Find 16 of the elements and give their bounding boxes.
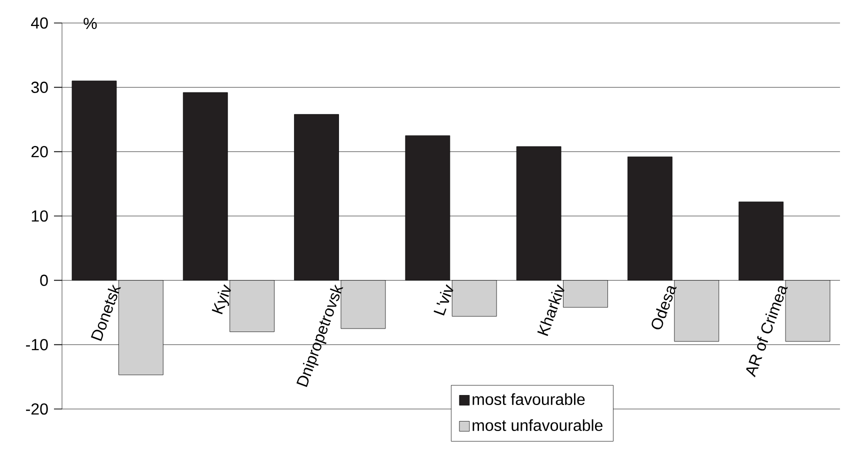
y-axis-title: % bbox=[84, 18, 97, 30]
x-tick-label: Kyiv bbox=[212, 284, 231, 314]
y-tick-label: 10 bbox=[32, 210, 48, 222]
y-tick-label: 20 bbox=[31, 146, 48, 158]
y-tick-label: 0 bbox=[40, 274, 48, 286]
bar bbox=[452, 280, 497, 317]
x-tick-label: Odesa bbox=[652, 286, 677, 330]
y-tick-label: -10 bbox=[26, 339, 48, 350]
y-tick-label: 30 bbox=[31, 82, 48, 93]
bar bbox=[405, 135, 450, 281]
y-tick-label: -20 bbox=[26, 403, 48, 415]
legend-label: most unfavourable bbox=[472, 419, 602, 432]
y-tick-label: 40 bbox=[31, 17, 48, 29]
x-tick-label: AR of Crimea bbox=[746, 286, 788, 378]
legend-label: most favourable bbox=[472, 393, 585, 406]
x-tick-label: L'viv bbox=[434, 284, 454, 316]
